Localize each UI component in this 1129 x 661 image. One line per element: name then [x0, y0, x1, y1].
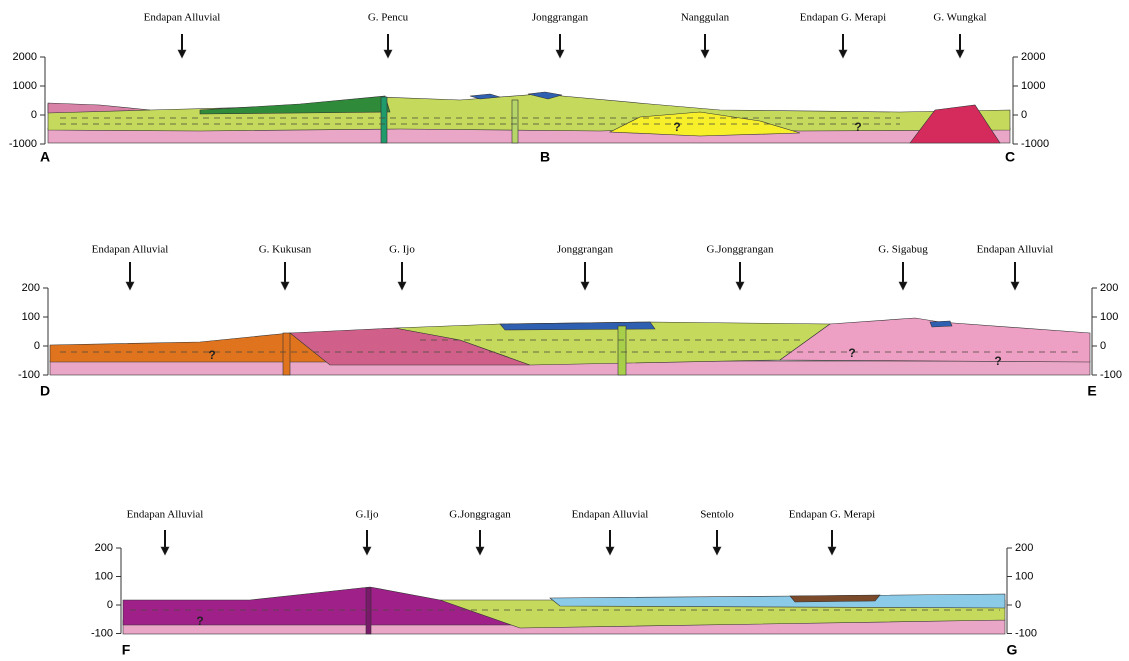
tick-label: 2000	[13, 51, 37, 63]
arrow-head	[384, 50, 392, 58]
section-point: E	[1087, 383, 1096, 399]
section-3-geology	[123, 587, 1005, 634]
arrow-head	[606, 547, 614, 555]
uncertain-mark: ?	[848, 346, 855, 360]
section-point: C	[1005, 149, 1015, 165]
location-label: Jonggrangan	[557, 244, 614, 256]
arrow-head	[363, 547, 371, 555]
location-label: Endapan Alluvial	[92, 244, 169, 256]
arrow-head	[956, 50, 964, 58]
arrow-head	[556, 50, 564, 58]
tick-label: 200	[22, 282, 40, 294]
arrow-head	[736, 282, 744, 290]
section-2-geology	[50, 318, 1090, 375]
arrow-head	[701, 50, 709, 58]
arrow-head	[398, 282, 406, 290]
tick-label: -1000	[1021, 138, 1049, 150]
arrow-head	[839, 50, 847, 58]
location-label: G.Ijo	[356, 509, 379, 521]
uncertain-mark: ?	[196, 614, 203, 628]
tick-label: -100	[91, 627, 113, 639]
section-point: A	[40, 149, 50, 165]
location-label: G. Wungkal	[933, 12, 986, 24]
location-label: Endapan Alluvial	[977, 244, 1054, 256]
merapi-deposit	[790, 595, 880, 602]
arrow-head	[161, 547, 169, 555]
tick-label: 0	[1021, 109, 1027, 121]
location-label: Nanggulan	[681, 12, 730, 24]
arrow-head	[178, 50, 186, 58]
location-label: Endapan G. Merapi	[800, 12, 886, 24]
tick-label: 200	[1100, 282, 1118, 294]
uncertain-mark: ?	[673, 120, 680, 134]
tick-label: 0	[31, 109, 37, 121]
location-label: G.Jonggragan	[449, 509, 511, 521]
tick-label: 2000	[1021, 51, 1045, 63]
dyke	[366, 588, 371, 634]
tick-label: 0	[34, 340, 40, 352]
location-label: G. Ijo	[389, 244, 415, 256]
tick-label: 0	[1100, 340, 1106, 352]
arrow-head	[476, 547, 484, 555]
uncertain-mark: ?	[854, 120, 861, 134]
tick-label: 0	[1015, 599, 1021, 611]
location-label: G.Jonggrangan	[707, 244, 774, 256]
cross-sections: Endapan Alluvial G. Pencu Jonggrangan Nangg…	[0, 0, 1129, 661]
location-label: G. Sigabug	[878, 244, 928, 256]
dyke	[618, 326, 626, 375]
section-1-geology	[48, 92, 1010, 143]
volcanic-layer	[48, 94, 1010, 131]
tick-label: 200	[1015, 542, 1033, 554]
arrow-head	[899, 282, 907, 290]
section-point: D	[40, 383, 50, 399]
tick-label: -100	[1100, 369, 1122, 381]
arrow-head	[126, 282, 134, 290]
tick-label: 1000	[13, 80, 37, 92]
location-label: Endapan Alluvial	[144, 12, 221, 24]
tick-label: 1000	[1021, 80, 1045, 92]
tick-label: -100	[18, 369, 40, 381]
location-label: Sentolo	[700, 509, 734, 521]
tick-label: -100	[1015, 627, 1037, 639]
cap	[500, 322, 655, 330]
arrow-head	[581, 282, 589, 290]
tick-label: 200	[95, 542, 113, 554]
dyke	[512, 100, 518, 143]
alluvial	[550, 594, 1005, 608]
tick-label: 100	[95, 570, 113, 582]
uncertain-mark: ?	[994, 354, 1001, 368]
section-point: G	[1007, 642, 1018, 658]
arrow-head	[1011, 282, 1019, 290]
section-point: B	[540, 149, 550, 165]
dyke	[283, 333, 290, 375]
location-label: Endapan G. Merapi	[789, 509, 875, 521]
location-label: G. Kukusan	[259, 244, 312, 256]
location-label: Endapan Alluvial	[127, 509, 204, 521]
arrow-head	[281, 282, 289, 290]
tick-label: -1000	[9, 138, 37, 150]
location-label: Endapan Alluvial	[572, 509, 649, 521]
tick-label: 100	[1100, 311, 1118, 323]
uncertain-mark: ?	[208, 348, 215, 362]
location-label: G. Pencu	[368, 12, 409, 24]
arrow-head	[828, 547, 836, 555]
dyke	[381, 97, 387, 143]
tick-label: 100	[1015, 570, 1033, 582]
pencu-body	[200, 96, 390, 114]
arrow-head	[713, 547, 721, 555]
cap	[930, 321, 952, 327]
tick-label: 0	[107, 599, 113, 611]
tick-label: 100	[22, 311, 40, 323]
section-point: F	[122, 642, 131, 658]
location-label: Jonggrangan	[532, 12, 589, 24]
